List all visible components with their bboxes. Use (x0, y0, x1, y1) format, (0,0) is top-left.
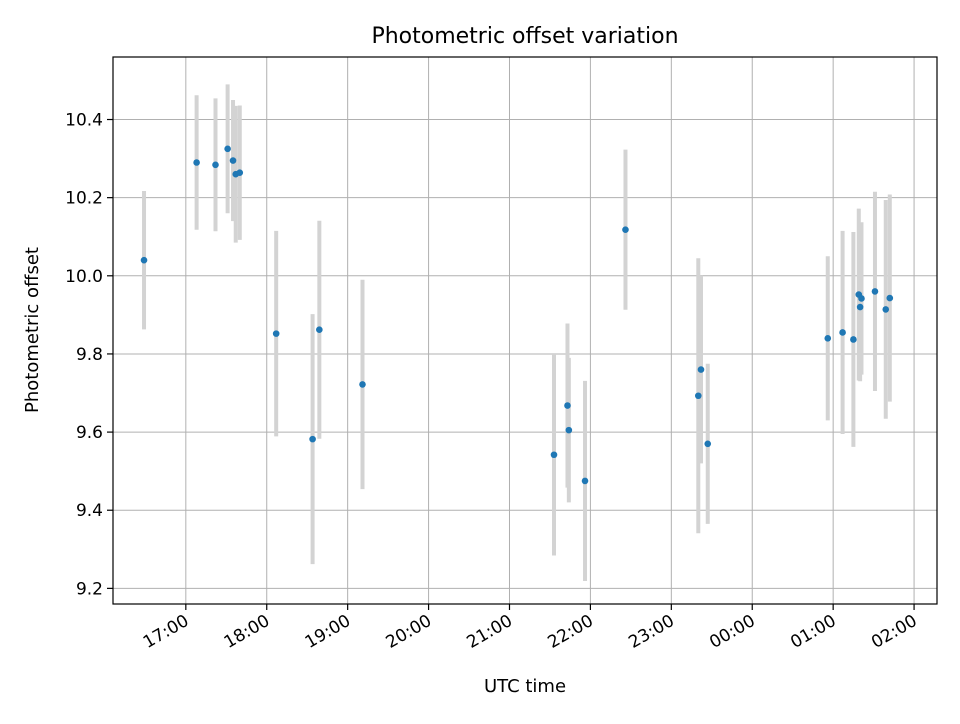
plot-frame (112, 56, 938, 605)
data-point (871, 288, 879, 295)
chart-title: Photometric offset variation (371, 24, 678, 49)
y-tick-label: 10.0 (65, 267, 103, 287)
grid-layer (113, 57, 937, 604)
data-point (565, 426, 573, 434)
y-tick-label: 9.6 (76, 423, 103, 443)
data-point (309, 435, 316, 443)
data-point (550, 451, 558, 459)
data-point (886, 294, 894, 302)
data-point (212, 161, 219, 169)
y-axis-label: Photometric offset (22, 247, 43, 413)
y-tick-label: 10.4 (65, 111, 103, 131)
data-point (581, 477, 589, 485)
y-tick-label: 10.2 (65, 189, 103, 209)
data-point (236, 169, 244, 176)
data-point (697, 366, 705, 373)
data-point (839, 329, 846, 336)
data-point (694, 392, 702, 400)
data-point (224, 145, 231, 153)
data-point (272, 330, 280, 337)
data-point (229, 157, 237, 164)
data-point (140, 256, 148, 264)
point-layer (140, 145, 894, 485)
data-point (564, 402, 571, 409)
data-point (882, 306, 890, 313)
data-point (856, 303, 864, 311)
data-point (316, 326, 323, 334)
data-point (193, 159, 200, 166)
data-point (622, 226, 629, 233)
y-tick-label: 9.4 (76, 501, 103, 521)
data-point (850, 336, 857, 343)
data-point (824, 335, 832, 342)
data-point (704, 440, 712, 448)
data-point (359, 381, 366, 388)
x-axis-label: UTC time (484, 676, 566, 697)
y-tick-label: 9.2 (76, 579, 103, 599)
y-tick-label: 9.8 (76, 345, 103, 365)
data-point (858, 295, 865, 302)
